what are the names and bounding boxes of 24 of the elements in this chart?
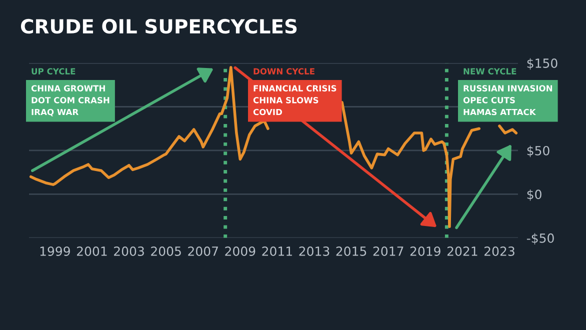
annotation: DOWN CYCLE (254, 68, 314, 74)
annotation: FINANCIAL CRISIS CHINA SLOWS COVID (253, 85, 336, 116)
x-tick-label: 2007 (188, 246, 218, 256)
x-tick-label: 2013 (299, 246, 330, 256)
x-tick-label: 2011 (262, 246, 292, 256)
x-tick-label: 2001 (76, 246, 107, 256)
chart-title: CRUDE OIL SUPERCYCLES (20, 18, 297, 34)
y-tick-label: $0 (527, 189, 542, 201)
x-tick-label: 2021 (447, 246, 478, 256)
x-tick-label: 2023 (484, 246, 514, 256)
y-tick-label: -$50 (526, 233, 554, 245)
annotation: CHINA GROWTH DOT COM CRASH IRAQ WAR (31, 85, 110, 116)
x-tick-label: 2005 (151, 246, 181, 256)
x-tick-label: 2017 (373, 246, 404, 256)
x-tick-label: 1999 (40, 246, 70, 256)
x-tick-label: 2003 (114, 246, 144, 256)
x-tick-label: 2009 (225, 246, 256, 256)
x-tick-label: 2015 (336, 246, 366, 256)
y-tick-label: $50 (527, 146, 550, 158)
annotation: RUSSIAN INVASION OPEC CUTS HAMAS ATTACK (463, 85, 552, 116)
annotation: UP CYCLE (32, 68, 76, 74)
annotation: NEW CYCLE (464, 68, 516, 74)
y-tick-label: $150 (527, 58, 558, 70)
x-tick-label: 2019 (410, 246, 440, 256)
